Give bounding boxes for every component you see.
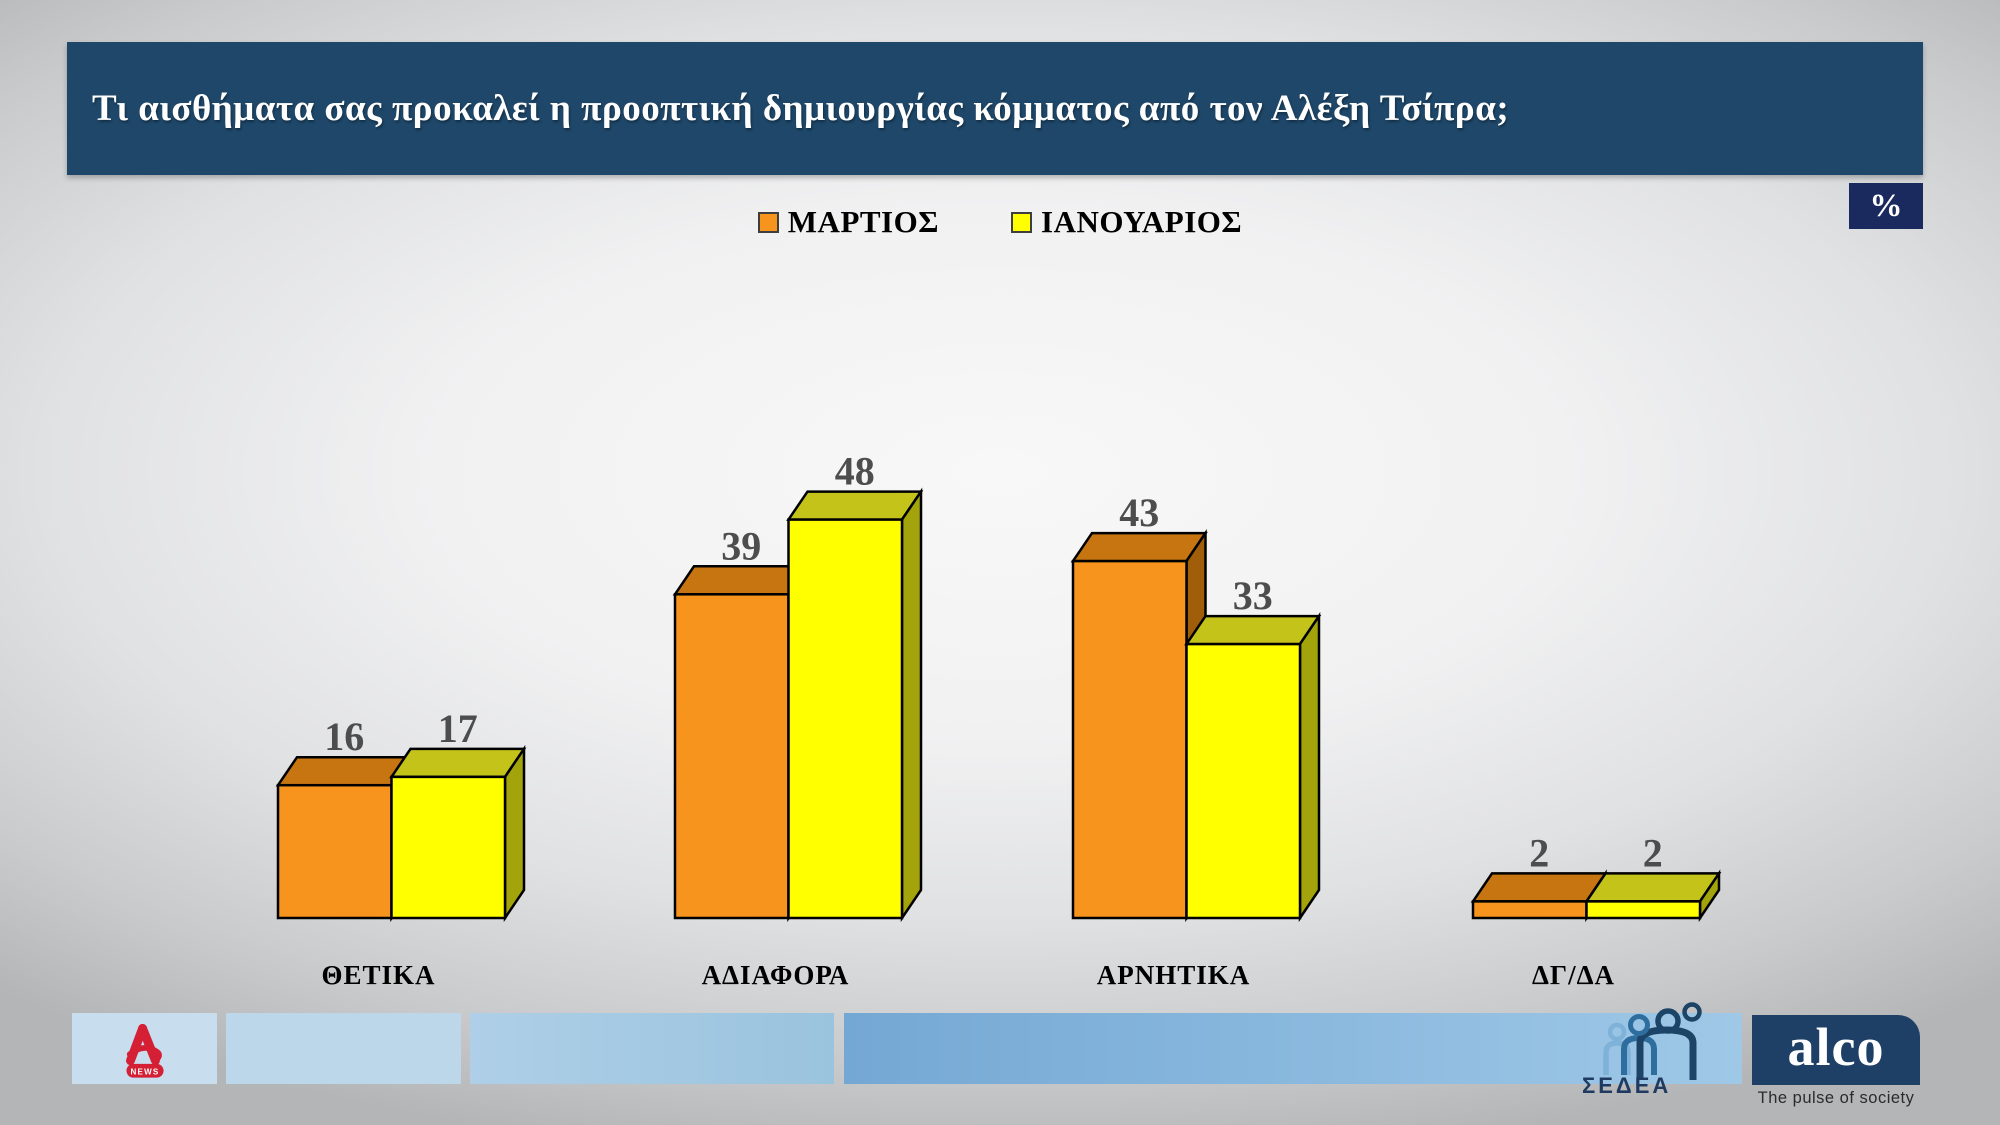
alpha-a-right-stroke xyxy=(137,1023,160,1065)
bar-group-3: 43 33 ΑΡΝΗΤΙΚΑ xyxy=(1070,490,1322,990)
value-label-ΙΑΝΟΥΑΡΙΟΣ-ΔΓ/ΔΑ: 2 xyxy=(1643,830,1663,875)
bar-ΙΑΝΟΥΑΡΙΟΣ-ΑΡΝΗΤΙΚΑ xyxy=(1185,642,1302,920)
bar-top-face xyxy=(1584,872,1722,903)
bar-group-1: 16 17 ΘΕΤΙΚΑ xyxy=(275,706,527,990)
alco-logo: alco The pulse of society xyxy=(1752,1015,1920,1108)
bar-top-face xyxy=(1470,872,1608,903)
value-label-ΜΑΡΤΙΟΣ-ΘΕΤΙΚΑ: 16 xyxy=(324,714,364,759)
bar-ΜΑΡΤΙΟΣ-ΘΕΤΙΚΑ xyxy=(276,783,393,920)
sedea-logo: ΣΕΔΕΑ xyxy=(1582,1002,1702,1098)
alpha-news-text: NEWS xyxy=(130,1067,159,1076)
value-label-ΙΑΝΟΥΑΡΙΟΣ-ΑΔΙΑΦΟΡΑ: 48 xyxy=(835,449,875,494)
alpha-news-logo: NEWS xyxy=(125,1023,164,1078)
legend-label-0: ΜΑΡΤΙΟΣ xyxy=(787,204,940,239)
sedea-person-light-body xyxy=(1603,1040,1631,1075)
alpha-news-pill xyxy=(125,1063,164,1078)
bar-ΜΑΡΤΙΟΣ-ΑΡΝΗΤΙΚΑ xyxy=(1071,559,1188,920)
sedea-person-mid-head xyxy=(1628,1014,1650,1036)
sedea-person-dark-head xyxy=(1655,1008,1681,1034)
alco-tagline: The pulse of society xyxy=(1757,1089,1915,1107)
bar-ΜΑΡΤΙΟΣ-ΔΓ/ΔΑ xyxy=(1471,900,1588,920)
value-label-ΜΑΡΤΙΟΣ-ΔΓ/ΔΑ: 2 xyxy=(1529,830,1549,875)
chart-legend: ΜΑΡΤΙΟΣ ΙΑΝΟΥΑΡΙΟΣ xyxy=(0,202,2000,242)
percent-badge: % xyxy=(1849,183,1923,229)
category-label-4: ΔΓ/ΔΑ xyxy=(1532,960,1615,990)
alco-logo-box: alco xyxy=(1752,1015,1920,1085)
legend-item-1: ΙΑΝΟΥΑΡΙΟΣ xyxy=(1011,204,1242,240)
category-label-3: ΑΡΝΗΤΙΚΑ xyxy=(1097,960,1251,990)
legend-label-1: ΙΑΝΟΥΑΡΙΟΣ xyxy=(1041,204,1243,239)
sedea-bubble xyxy=(1682,1002,1702,1022)
value-label-ΙΑΝΟΥΑΡΙΟΣ-ΑΡΝΗΤΙΚΑ: 33 xyxy=(1233,573,1273,618)
footer-tile-3 xyxy=(470,1013,834,1084)
bar-group-2: 39 48 ΑΔΙΑΦΟΡΑ xyxy=(672,449,924,990)
value-label-ΙΑΝΟΥΑΡΙΟΣ-ΘΕΤΙΚΑ: 17 xyxy=(438,706,478,751)
sedea-text: ΣΕΔΕΑ xyxy=(1582,1073,1671,1098)
value-label-ΜΑΡΤΙΟΣ-ΑΡΝΗΤΙΚΑ: 43 xyxy=(1119,490,1159,535)
footer-tile-alpha-news: NEWS xyxy=(72,1013,217,1084)
alco-name: alco xyxy=(1787,1017,1885,1077)
question-title: Τι αισθήματα σας προκαλεί η προοπτική δη… xyxy=(92,88,1510,129)
alpha-a-crossbar xyxy=(126,1044,162,1062)
bar-top-face xyxy=(786,490,924,521)
bar-top-face xyxy=(389,747,527,779)
bar-side-face xyxy=(900,487,923,923)
bar-ΙΑΝΟΥΑΡΙΟΣ-ΑΔΙΑΦΟΡΑ xyxy=(787,518,904,920)
bar-group-4: 2 2 ΔΓ/ΔΑ xyxy=(1470,830,1722,990)
legend-item-0: ΜΑΡΤΙΟΣ xyxy=(757,204,940,240)
bar-ΙΑΝΟΥΑΡΙΟΣ-ΔΓ/ΔΑ xyxy=(1585,900,1702,920)
value-label-ΜΑΡΤΙΟΣ-ΑΔΙΑΦΟΡΑ: 39 xyxy=(721,523,761,568)
bar-ΙΑΝΟΥΑΡΙΟΣ-ΘΕΤΙΚΑ xyxy=(390,775,507,920)
footer-band xyxy=(844,1013,1742,1084)
bar-side-face xyxy=(1298,612,1321,923)
bar-side-face xyxy=(503,744,526,923)
legend-swatch-1 xyxy=(1011,211,1033,233)
category-label-1: ΘΕΤΙΚΑ xyxy=(321,960,435,990)
category-label-2: ΑΔΙΑΦΟΡΑ xyxy=(702,960,850,990)
legend-swatch-0 xyxy=(757,211,779,233)
sedea-person-light-head xyxy=(1607,1022,1627,1042)
footer-tile-2 xyxy=(226,1013,461,1084)
bar-top-face xyxy=(1070,531,1208,563)
bar-top-face xyxy=(1184,614,1322,646)
bar-ΜΑΡΤΙΟΣ-ΑΔΙΑΦΟΡΑ xyxy=(673,593,790,920)
question-title-bar: Τι αισθήματα σας προκαλεί η προοπτική δη… xyxy=(67,42,1923,175)
